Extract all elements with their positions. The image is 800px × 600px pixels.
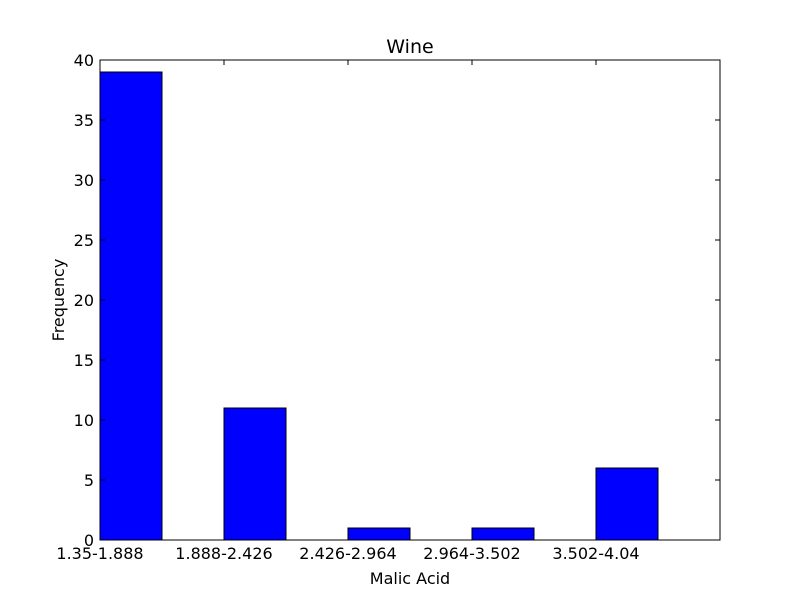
x-axis-title: Malic Acid — [370, 569, 450, 588]
x-axis-ticks: 1.35-1.888 1.888-2.426 2.426-2.964 2.964-3.… — [56, 60, 640, 563]
y-tick-label-25: 25 — [74, 231, 94, 250]
bar-group — [99, 71, 659, 541]
y-axis-title: Frequency — [49, 259, 68, 342]
x-tick-label-2: 2.426-2.964 — [299, 544, 396, 563]
plot-frame — [99, 59, 721, 541]
chart-title: Wine — [386, 36, 433, 58]
y-tick-label-0: 0 — [84, 531, 94, 550]
y-tick-label-30: 30 — [74, 171, 94, 190]
y-tick-label-40: 40 — [74, 51, 94, 70]
bar-1.35-1.888 — [99, 71, 163, 541]
x-tick-label-0: 1.35-1.888 — [56, 544, 143, 563]
y-tick-label-5: 5 — [84, 471, 94, 490]
x-tick-label-3: 2.964-3.502 — [423, 544, 520, 563]
bar-2.964-3.502 — [471, 527, 535, 541]
y-tick-label-15: 15 — [74, 351, 94, 370]
y-tick-label-20: 20 — [74, 291, 94, 310]
x-tick-label-1: 1.888-2.426 — [175, 544, 272, 563]
y-tick-label-35: 35 — [74, 111, 94, 130]
bar-3.502-4.04 — [595, 467, 659, 541]
bar-2.426-2.964 — [347, 527, 411, 541]
y-tick-label-10: 10 — [74, 411, 94, 430]
bar-1.888-2.426 — [223, 407, 287, 541]
x-tick-label-4: 3.502-4.04 — [552, 544, 639, 563]
